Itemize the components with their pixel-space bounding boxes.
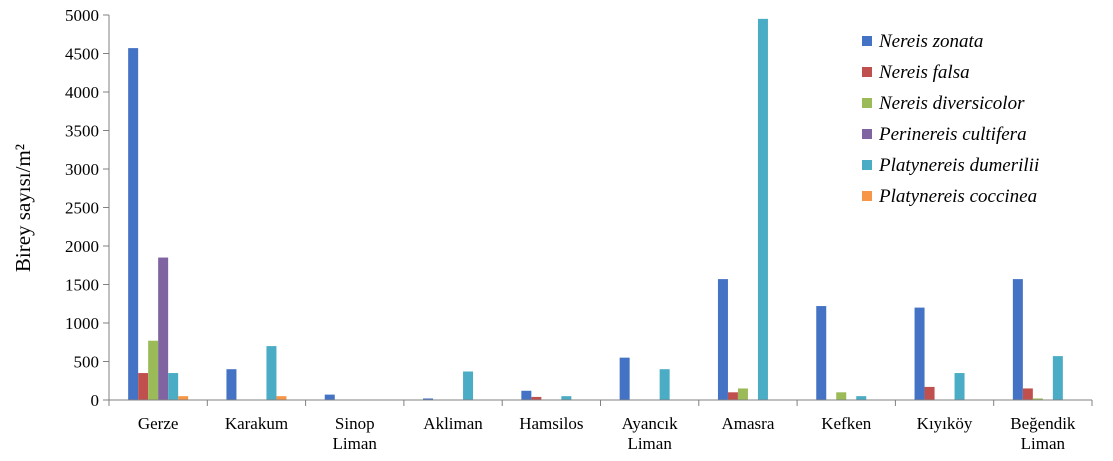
bar [619, 357, 630, 400]
x-category-label: Gerze [138, 414, 179, 433]
legend-label: Nereis falsa [878, 62, 970, 83]
y-tick-label: 4000 [65, 83, 99, 102]
bar [423, 398, 434, 400]
bar [727, 392, 738, 400]
y-tick-label: 500 [74, 353, 100, 372]
x-category-label-line: Beğendik [1010, 414, 1076, 433]
x-category-label: Hamsilos [519, 414, 583, 433]
legend-label: Platynereis coccinea [878, 186, 1037, 207]
bar [561, 396, 572, 400]
bar [276, 396, 287, 400]
x-category-label: Sinop Liman [333, 414, 378, 453]
legend-label: Platynereis dumerilii [878, 155, 1039, 176]
bar [1032, 398, 1043, 400]
bar [914, 307, 925, 400]
y-tick-label: 3000 [65, 160, 99, 179]
x-category-label: Beğendik Liman [1010, 414, 1076, 453]
legend-swatch [862, 98, 872, 108]
y-tick-label: 1500 [65, 276, 99, 295]
x-category-label-line: Gerze [138, 414, 179, 433]
bar [168, 373, 179, 400]
axes [108, 15, 1093, 406]
x-category-label: Ayancık Liman [622, 414, 679, 453]
x-category-label-line: Kıyıköy [917, 414, 973, 433]
legend: Nereis zonata Nereis falsa Nereis diversic… [862, 31, 1039, 207]
bar [266, 346, 277, 400]
y-tick-label: 2000 [65, 237, 99, 256]
bar [463, 371, 474, 400]
y-axis-ticks: 0 500 1000 1500 2000 2500 3000 3500 4000 4500 5000 [65, 6, 109, 410]
legend-swatch [862, 67, 872, 77]
bar [1022, 388, 1033, 400]
bar [757, 18, 768, 400]
x-category-label-line: Hamsilos [519, 414, 583, 433]
bar [138, 373, 149, 400]
bar [717, 279, 728, 400]
legend-label: Nereis zonata [878, 31, 983, 52]
bar [924, 386, 935, 400]
bar [737, 388, 748, 400]
bar [226, 369, 237, 400]
bar [178, 396, 189, 400]
bar [856, 396, 867, 400]
x-category-label-line: Amasra [722, 414, 775, 433]
legend-label: Nereis diversicolor [878, 93, 1025, 114]
x-category-label-line: Sinop [335, 414, 375, 433]
bar [531, 396, 542, 400]
x-category-label-line: Kefken [821, 414, 872, 433]
y-tick-label: 0 [91, 391, 100, 410]
x-category-label: Akliman [423, 414, 483, 433]
bar [148, 340, 159, 400]
x-category-label: Kefken [821, 414, 872, 433]
bar [1052, 356, 1063, 400]
bar [659, 369, 670, 400]
bar [816, 306, 827, 400]
bar [1012, 279, 1023, 400]
x-category-label-line: Liman [333, 434, 378, 453]
bar [954, 373, 965, 400]
bars [128, 18, 1063, 401]
bar [836, 392, 847, 400]
y-tick-label: 5000 [65, 6, 99, 25]
x-category-label: Kıyıköy [917, 414, 973, 433]
y-tick-label: 2500 [65, 199, 99, 218]
y-tick-label: 3500 [65, 122, 99, 141]
x-category-label-line: Liman [1021, 434, 1066, 453]
y-tick-label: 1000 [65, 314, 99, 333]
y-tick-label: 4500 [65, 45, 99, 64]
bar [324, 394, 335, 400]
legend-swatch [862, 36, 872, 46]
x-category-label-line: Ayancık [622, 414, 679, 433]
bar [128, 48, 139, 401]
bar [158, 257, 169, 400]
legend-swatch [862, 160, 872, 170]
x-category-label-line: Akliman [423, 414, 483, 433]
legend-swatch [862, 191, 872, 201]
legend-label: Perinereis cultifera [878, 124, 1027, 145]
x-category-label: Amasra [722, 414, 775, 433]
x-category-label-line: Karakum [225, 414, 288, 433]
x-category-label: Karakum [225, 414, 288, 433]
y-axis-label: Birey sayısı/m² [11, 144, 35, 272]
legend-swatch [862, 129, 872, 139]
bar [521, 390, 532, 400]
x-category-label-line: Liman [627, 434, 672, 453]
